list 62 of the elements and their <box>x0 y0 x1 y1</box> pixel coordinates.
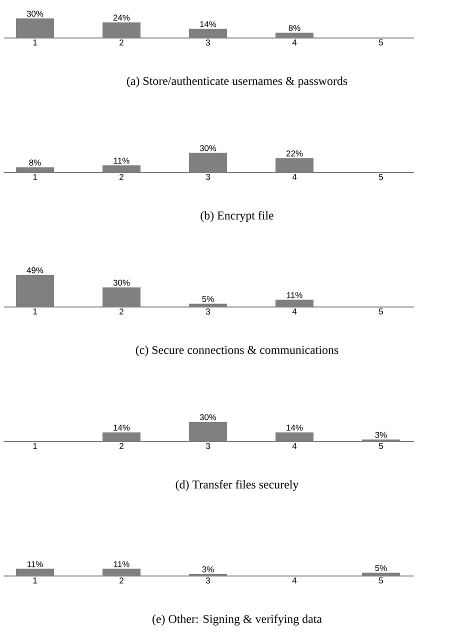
text: (b) Encrypt file <box>200 210 274 222</box>
x-tick-label: 4 <box>292 40 297 46</box>
bar <box>189 304 227 307</box>
x-tick-label: 4 <box>292 443 297 449</box>
x-tick-label: 5 <box>378 443 383 449</box>
bar <box>189 152 227 172</box>
x-tick-label: 5 <box>378 40 383 46</box>
x-tick-label: 1 <box>33 174 37 180</box>
x-tick-label: 1 <box>33 443 37 449</box>
bar <box>102 22 140 38</box>
bar <box>275 32 314 38</box>
data-label: 22% <box>286 150 303 156</box>
bar <box>102 165 140 172</box>
data-label: 3% <box>202 566 214 572</box>
data-label: 14% <box>114 424 130 431</box>
x-tick-label: 5 <box>378 174 383 180</box>
data-label: 30% <box>200 414 216 420</box>
text: (a) Store/authenticate usernames & passwords <box>126 76 348 88</box>
data-label: 5% <box>375 565 387 572</box>
bar <box>16 167 54 172</box>
text: (c) Secure connections & communications <box>136 346 338 356</box>
data-label: 5% <box>202 296 214 302</box>
x-tick-label: 5 <box>378 578 383 584</box>
x-tick-label: 2 <box>120 578 124 584</box>
x-tick-label: 5 <box>378 308 383 314</box>
x-tick-label: 3 <box>206 308 210 315</box>
data-label: 49% <box>26 267 44 274</box>
x-tick-label: 3 <box>206 174 210 180</box>
data-label: 14% <box>200 21 216 28</box>
x-tick-label: 2 <box>120 174 124 180</box>
data-label: 11% <box>114 158 130 164</box>
bar <box>16 18 54 38</box>
bar <box>102 287 140 307</box>
x-tick-label: 4 <box>292 578 297 584</box>
data-label: 11% <box>286 292 302 298</box>
data-label: 8% <box>288 25 300 32</box>
text: (d) Transfer files securely <box>176 480 299 491</box>
data-label: 30% <box>113 280 130 286</box>
data-label: 30% <box>200 145 216 152</box>
x-tick-label: 4 <box>292 308 297 314</box>
x-tick-label: 3 <box>206 443 210 450</box>
data-label: 11% <box>114 561 130 568</box>
data-label: 24% <box>113 14 130 21</box>
bar <box>275 158 314 172</box>
data-label: 8% <box>29 160 41 166</box>
x-tick-label: 4 <box>292 174 297 180</box>
text: (e) Other: Signing & verifying data <box>152 614 322 626</box>
data-label: 30% <box>26 10 44 17</box>
x-tick-label: 1 <box>33 578 37 584</box>
x-tick-label: 1 <box>33 40 37 46</box>
bar <box>189 28 227 38</box>
bar <box>16 274 54 307</box>
x-tick-label: 2 <box>120 308 124 314</box>
bar <box>275 300 314 307</box>
x-tick-label: 2 <box>120 443 124 449</box>
data-label: 3% <box>375 432 387 438</box>
data-label: 14% <box>286 424 303 431</box>
x-tick-label: 3 <box>206 578 210 584</box>
x-tick-label: 2 <box>120 40 124 46</box>
data-label: 11% <box>27 561 43 568</box>
x-tick-label: 3 <box>206 40 210 46</box>
x-tick-label: 1 <box>33 308 37 314</box>
